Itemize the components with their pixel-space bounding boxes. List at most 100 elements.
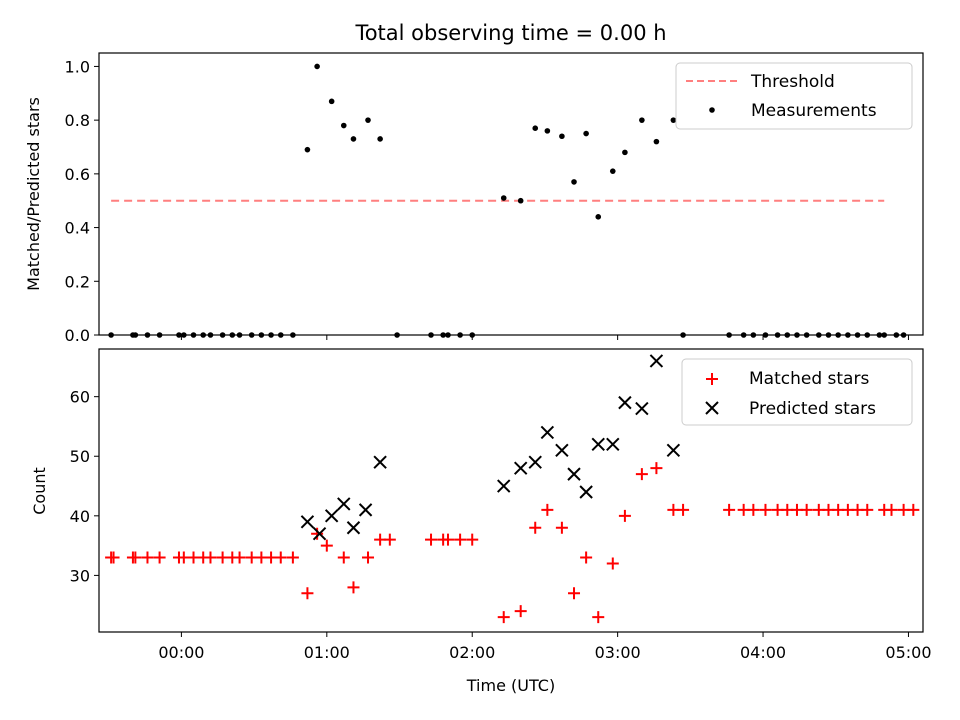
matched-stars-point [800,503,813,516]
predicted-legend-label: Predicted stars [749,399,876,419]
matched-stars-point [861,503,874,516]
matched-stars-point [466,533,479,546]
matched-legend-swatch [706,373,718,385]
measurements-point [304,146,311,153]
ratio-y-tick-label: 1.0 [65,57,90,76]
count-x-tick-label: 01:00 [304,643,350,662]
ratio-panel: 0.0 0.2 0.4 0.6 0.8 1.0 Matched/Predicted sta… [24,52,924,345]
matched-stars-point [107,551,120,564]
count-x-tick-label: 04:00 [740,643,786,662]
matched-stars-point [425,533,438,546]
measurements-point [559,133,565,140]
chart-title: Total observing time = 0.00 h [354,21,666,45]
predicted-stars-point [649,354,664,368]
predicted-stars-point [591,437,605,452]
count-y-tick-label: 60 [70,388,90,407]
matched-stars-point [286,551,299,564]
measurements-point [571,179,577,185]
ratio-y-tick-label: 0.8 [65,111,90,130]
ratio-y-tick-label: 0.6 [65,165,90,184]
matched-stars-point [747,503,760,516]
matched-stars-point [580,551,593,564]
matched-stars-point [141,551,154,564]
matched-stars-point [233,551,246,564]
measurements-point [609,168,616,174]
matched-stars-point [497,611,510,624]
predicted-stars-point [312,526,327,541]
matched-stars-point [555,521,568,534]
measurements-legend-label: Measurements [751,101,877,121]
matched-stars-point [301,587,314,600]
matched-stars-point [274,551,287,564]
predicted-stars-point [555,443,569,457]
measurements-point [532,125,539,131]
ratio-y-tick-label: 0.2 [65,272,90,291]
predicted-stars-point [324,509,339,523]
matched-stars-point [514,605,527,618]
matched-stars-point [606,557,619,570]
ratio-y-tick-label: 0.4 [65,219,90,238]
measurements-point [377,136,383,142]
count-x-tick-label: 05:00 [885,643,931,662]
threshold-legend-label: Threshold [750,72,835,92]
measurements-point [314,63,320,70]
matched-stars-point [568,587,581,600]
matched-stars-point [337,551,350,564]
matched-stars-point [723,503,736,516]
measurements-point [365,117,371,123]
matched-stars-point [204,551,217,564]
count-x-tick-label: 00:00 [158,643,204,662]
measurements-point [340,122,347,129]
matched-stars-point [320,539,333,552]
ratio-plot-frame [98,52,924,336]
measurements-point [583,130,589,137]
matched-stars-point [759,503,772,516]
predicted-stars-point [513,461,528,475]
matched-stars-point [677,503,690,516]
x-axis-label: Time (UTC) [466,676,555,695]
measurements-point [639,117,645,123]
matched-stars-point [907,503,920,516]
count-x-tick-label: 03:00 [595,643,641,662]
count-y-tick-label: 30 [70,566,90,585]
matched-stars-point [541,503,554,516]
matched-stars-point [529,521,542,534]
matched-stars-point [618,509,631,522]
predicted-stars-point [346,521,361,535]
predicted-stars-point [579,485,593,499]
ratio-y-tick-label: 0.0 [65,326,90,345]
predicted-stars-point [540,425,555,440]
measurements-legend-swatch [709,107,715,113]
measurements-point [517,197,524,204]
count-x-tick-label: 02:00 [449,643,495,662]
matched-stars-point [635,468,648,481]
predicted-legend-swatch [705,401,719,415]
matched-stars-point [441,533,454,546]
ratio-legend-box [675,62,913,130]
measurements-point [544,128,551,134]
ratio-legend: Threshold Measurements [675,62,913,130]
matched-stars-point [153,551,166,564]
measurements-point [595,214,602,220]
predicted-stars-point [618,395,632,410]
matched-stars-point [362,551,375,564]
predicted-stars-point [337,497,351,511]
matched-stars-point [454,533,467,546]
measurements-point [328,98,335,105]
predicted-stars-point [635,401,649,416]
predicted-stars-point [528,455,542,469]
predicted-stars-point [567,467,581,481]
count-plot-frame [98,348,924,633]
measurements-point [500,195,507,201]
predicted-stars-point [606,437,620,452]
count-legend-box [681,358,913,426]
matched-stars-point [383,533,396,546]
predicted-stars-point [666,443,681,457]
count-panel: 30 40 50 60 00:00 01:00 02:00 03:00 04:00 05:00 C… [30,348,932,695]
measurements-point [670,117,677,123]
count-y-tick-label: 40 [70,507,90,526]
measurements-point [622,149,628,156]
matched-stars-point [311,527,324,540]
measurements-point [350,136,357,142]
